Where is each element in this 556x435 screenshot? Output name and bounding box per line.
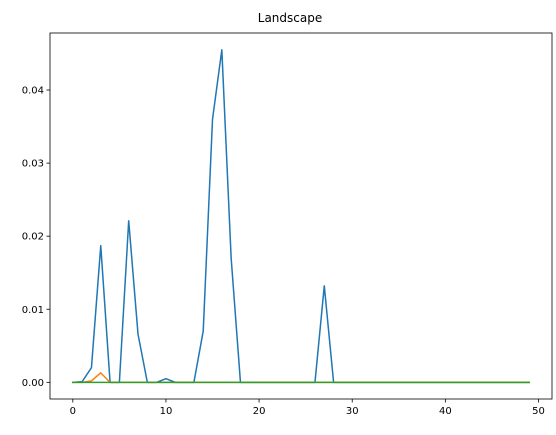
x-tick-label: 40 <box>439 406 452 417</box>
y-tick-label: 0.04 <box>22 86 44 97</box>
chart-title: Landscape <box>258 11 322 25</box>
x-tick-label: 10 <box>160 406 173 417</box>
y-tick-label: 0.00 <box>22 378 44 389</box>
series-line-1 <box>72 49 530 384</box>
x-tick-label: 30 <box>346 406 359 417</box>
x-tick-label: 20 <box>253 406 266 417</box>
axes: 0 10 20 30 40 50 0.00 0.01 0.02 0.03 0.04 <box>22 32 553 417</box>
plot-frame <box>49 32 553 400</box>
y-tick-label: 0.01 <box>22 305 44 316</box>
x-tick-label: 50 <box>532 406 545 417</box>
y-tick-label: 0.03 <box>22 159 44 170</box>
x-tick-label: 0 <box>70 406 76 417</box>
plot-area <box>72 49 530 384</box>
y-tick-label: 0.02 <box>22 232 44 243</box>
series-line-2 <box>72 372 530 384</box>
